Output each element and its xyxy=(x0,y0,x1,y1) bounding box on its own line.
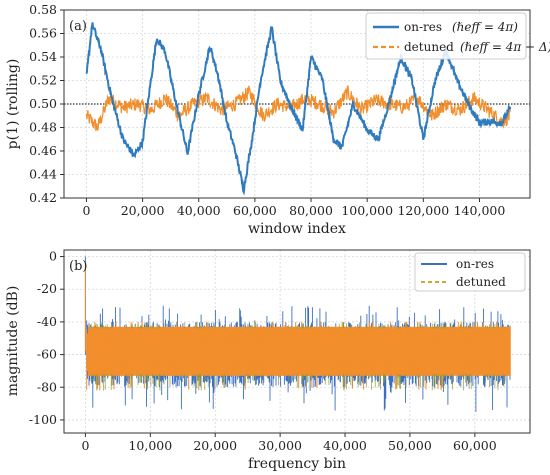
panel-a-x-tick-label: 40,000 xyxy=(177,203,221,218)
series-detuned-spectrum xyxy=(84,264,511,391)
panel-b-y-tick-label: 0 xyxy=(49,249,57,264)
panel-a-series xyxy=(64,22,530,196)
panel-a-x-tick-label: 60,000 xyxy=(233,203,277,218)
panel-a-y-tick-label: 0.48 xyxy=(29,120,57,135)
series-detuned-line xyxy=(85,85,511,132)
panel-b-y-axis-label: magnitude (dB) xyxy=(5,286,21,397)
panel-b-y-tick-label: -100 xyxy=(29,412,57,427)
panel-b-frame xyxy=(63,249,531,434)
panel-a-y-tick-label: 0.58 xyxy=(29,2,57,17)
panel-a-y-tick-label: 0.50 xyxy=(29,96,57,111)
panel-a-y-tick-label: 0.56 xyxy=(29,26,57,41)
panel-b-x-tick-label: 20,000 xyxy=(193,438,237,453)
legend-label-b-detuned: detuned xyxy=(456,275,506,289)
series-on-res-line xyxy=(85,22,512,196)
legend-math-detuned: (ℏeff = 4π + Δ) xyxy=(460,40,550,54)
series-detuned-edge-lines xyxy=(90,322,506,391)
panel-b-x-tick-label: 50,000 xyxy=(388,438,432,453)
panel-a-y-axis-label: p(1) (rolling) xyxy=(5,59,21,150)
panel-a-x-axis-label: window index xyxy=(248,221,346,237)
legend-math-on-res: (ℏeff = 4π) xyxy=(452,20,518,34)
panel-b-y-tick-label: -40 xyxy=(37,314,57,329)
panel-b-legend: on-res detuned xyxy=(414,252,526,292)
panel-b-y-tick-label: -60 xyxy=(37,347,57,362)
panel-b-x-axis-label: frequency bin xyxy=(248,456,346,472)
panel-a-x-tick-label: 120,000 xyxy=(397,203,449,218)
panel-a-y-tick-label: 0.46 xyxy=(29,143,57,158)
legend-label-on-res: on-res xyxy=(404,20,442,34)
panel-a-x-tick-label: 20,000 xyxy=(121,203,165,218)
panel-b-y-tick-label: -20 xyxy=(37,281,57,296)
legend-label-detuned: detuned xyxy=(404,40,454,54)
panel-a-x-ticks: 0 20,000 40,000 60,000 80,000 100,000 120,000 1… xyxy=(82,198,505,218)
panel-a-label: (a) xyxy=(69,19,87,34)
panel-a-y-ticks: 0.42 0.44 0.46 0.48 0.50 0.52 0.54 0.56 0.58 xyxy=(29,2,64,205)
panel-b-y-ticks: 0 -20 -40 -60 -80 -100 xyxy=(29,249,64,427)
panel-a-x-tick-label: 80,000 xyxy=(289,203,333,218)
panel-a-y-tick-label: 0.44 xyxy=(29,167,57,182)
legend-label-b-on-res: on-res xyxy=(456,257,494,271)
panel-b-y-tick-label: -80 xyxy=(37,379,57,394)
panel-b-x-tick-label: 10,000 xyxy=(128,438,172,453)
panel-a-x-tick-label: 0 xyxy=(82,203,90,218)
panel-b-x-tick-label: 40,000 xyxy=(323,438,367,453)
panel-b: 0 10,000 20,000 30,000 40,000 50,000 60,000 0 -… xyxy=(5,249,531,472)
panel-a-legend: on-res (ℏeff = 4π) detuned (ℏeff = 4π + … xyxy=(365,12,550,60)
panel-b-series xyxy=(84,256,511,412)
panel-a-y-tick-label: 0.54 xyxy=(29,49,57,64)
panel-a-x-tick-label: 100,000 xyxy=(341,203,393,218)
panel-a: 0 20,000 40,000 60,000 80,000 100,000 120,000 1… xyxy=(5,2,550,237)
panel-b-x-ticks: 0 10,000 20,000 30,000 40,000 50,000 60,000 xyxy=(81,433,497,453)
panel-b-x-tick-label: 30,000 xyxy=(258,438,302,453)
panel-a-y-tick-label: 0.52 xyxy=(29,73,57,88)
panel-b-x-tick-label: 0 xyxy=(81,438,89,453)
panel-b-x-tick-label: 60,000 xyxy=(453,438,497,453)
panel-a-y-tick-label: 0.42 xyxy=(29,190,57,205)
panel-b-label: (b) xyxy=(69,259,87,274)
panel-a-x-tick-label: 140,000 xyxy=(454,203,506,218)
